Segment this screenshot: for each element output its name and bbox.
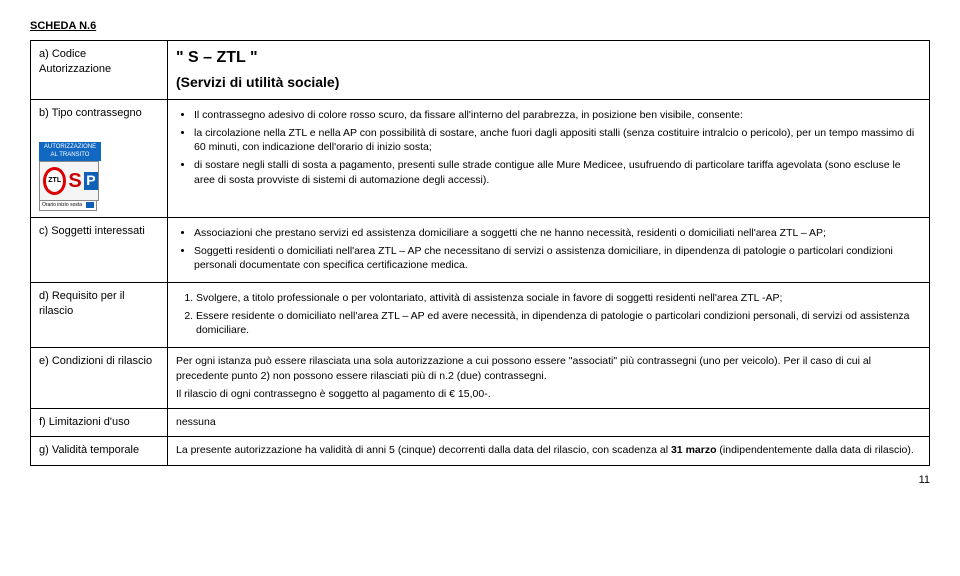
title-a: " S – ZTL " <box>176 47 921 69</box>
list-c: Associazioni che prestano servizi ed ass… <box>176 226 921 273</box>
sign-banner: AUTORIZZAZIONE AL TRANSITO <box>39 142 101 161</box>
label-g: g) Validità temporale <box>39 444 139 456</box>
mini-box-icon <box>86 202 94 208</box>
text-g-pre: La presente autorizzazione ha validità d… <box>176 444 671 456</box>
cell-f-content: nessuna <box>168 409 930 437</box>
text-g-post: (indipendentemente dalla data di rilasci… <box>717 444 914 456</box>
cell-g-label: g) Validità temporale <box>31 437 168 465</box>
label-c: c) Soggetti interessati <box>39 225 145 237</box>
list-d: Svolgere, a titolo professionale o per v… <box>176 291 921 338</box>
page-header: SCHEDA N.6 <box>30 20 930 32</box>
text-g-bold: 31 marzo <box>671 444 717 456</box>
main-table: a) Codice Autorizzazione " S – ZTL " (Se… <box>30 40 930 466</box>
list-item: di sostare negli stalli di sosta a pagam… <box>194 158 921 187</box>
p-square-icon: P <box>84 172 98 190</box>
row-g: g) Validità temporale La presente autori… <box>31 437 930 465</box>
cell-c-content: Associazioni che prestano servizi ed ass… <box>168 217 930 282</box>
label-f: f) Limitazioni d'uso <box>39 416 130 428</box>
sign-graphic: AUTORIZZAZIONE AL TRANSITO ZTL S P Orari… <box>39 142 101 211</box>
text-e2: Il rilascio di ogni contrassegno è sogge… <box>176 387 921 402</box>
cell-g-content: La presente autorizzazione ha validità d… <box>168 437 930 465</box>
row-f: f) Limitazioni d'uso nessuna <box>31 409 930 437</box>
sign-body: ZTL S P <box>39 161 99 201</box>
cell-e-content: Per ogni istanza può essere rilasciata u… <box>168 347 930 408</box>
text-f: nessuna <box>176 416 216 428</box>
label-a: a) Codice Autorizzazione <box>39 48 111 75</box>
list-item: Il contrassegno adesivo di colore rosso … <box>194 108 921 123</box>
list-item: Soggetti residenti o domiciliati nell'ar… <box>194 244 921 273</box>
page-number: 11 <box>30 474 930 486</box>
cell-c-label: c) Soggetti interessati <box>31 217 168 282</box>
cell-f-label: f) Limitazioni d'uso <box>31 409 168 437</box>
cell-b-content: Il contrassegno adesivo di colore rosso … <box>168 99 930 217</box>
list-b: Il contrassegno adesivo di colore rosso … <box>176 108 921 187</box>
cell-d-label: d) Requisito per il rilascio <box>31 282 168 347</box>
s-letter-icon: S <box>68 167 81 195</box>
sign-bottom: Orario inizio sosta <box>39 201 97 211</box>
list-item: Svolgere, a titolo professionale o per v… <box>196 291 921 306</box>
label-e: e) Condizioni di rilascio <box>39 355 152 367</box>
row-b: b) Tipo contrassegno AUTORIZZAZIONE AL T… <box>31 99 930 217</box>
row-d: d) Requisito per il rilascio Svolgere, a… <box>31 282 930 347</box>
label-d: d) Requisito per il rilascio <box>39 290 125 317</box>
subtitle-a: (Servizi di utilità sociale) <box>176 73 921 93</box>
cell-e-label: e) Condizioni di rilascio <box>31 347 168 408</box>
row-e: e) Condizioni di rilascio Per ogni istan… <box>31 347 930 408</box>
cell-a-content: " S – ZTL " (Servizi di utilità sociale) <box>168 41 930 100</box>
label-b: b) Tipo contrassegno <box>39 107 142 119</box>
cell-b-label: b) Tipo contrassegno AUTORIZZAZIONE AL T… <box>31 99 168 217</box>
text-e1: Per ogni istanza può essere rilasciata u… <box>176 354 921 383</box>
row-c: c) Soggetti interessati Associazioni che… <box>31 217 930 282</box>
cell-d-content: Svolgere, a titolo professionale o per v… <box>168 282 930 347</box>
sign-bottom-text: Orario inizio sosta <box>42 202 82 209</box>
ztl-circle-icon: ZTL <box>43 167 66 195</box>
list-item: Associazioni che prestano servizi ed ass… <box>194 226 921 241</box>
cell-a-label: a) Codice Autorizzazione <box>31 41 168 100</box>
list-item: la circolazione nella ZTL e nella AP con… <box>194 126 921 155</box>
row-a: a) Codice Autorizzazione " S – ZTL " (Se… <box>31 41 930 100</box>
list-item: Essere residente o domiciliato nell'area… <box>196 309 921 338</box>
